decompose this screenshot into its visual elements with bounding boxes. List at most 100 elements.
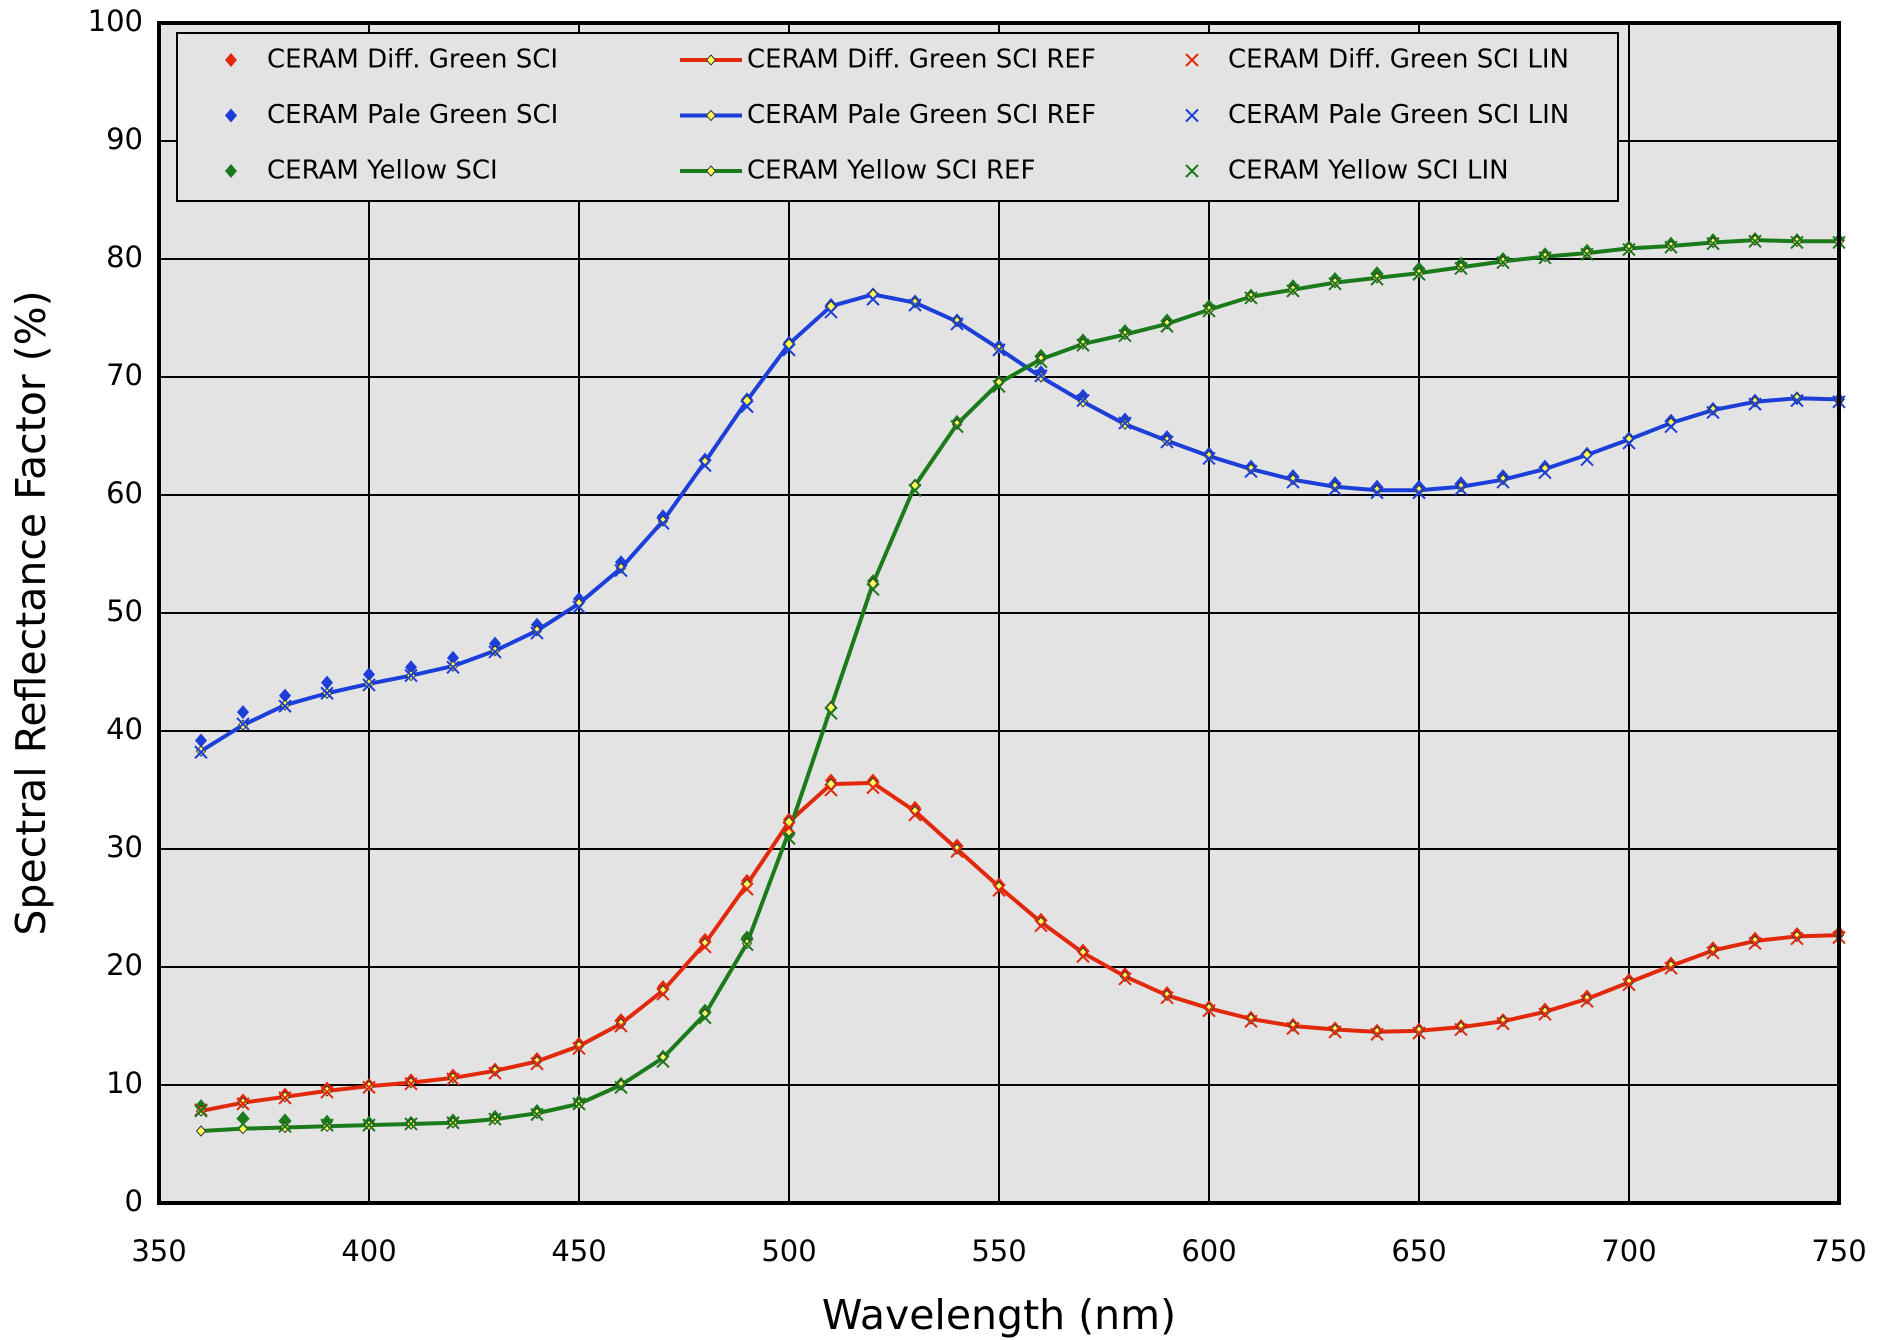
x-tick-label: 500 bbox=[761, 1234, 816, 1268]
x-tick-label: 700 bbox=[1601, 1234, 1656, 1268]
marker bbox=[236, 717, 250, 731]
marker bbox=[1706, 405, 1720, 420]
marker bbox=[698, 1011, 712, 1025]
legend-label: CERAM Yellow SCI REF bbox=[747, 156, 1035, 186]
plot-border bbox=[157, 21, 1841, 1205]
marker bbox=[1790, 393, 1804, 408]
marker bbox=[446, 660, 460, 674]
marker bbox=[824, 305, 838, 319]
marker bbox=[656, 516, 670, 531]
legend-marker bbox=[225, 53, 237, 67]
y-tick-label: 80 bbox=[106, 240, 143, 274]
marker bbox=[488, 645, 502, 659]
marker bbox=[698, 458, 712, 473]
marker bbox=[1790, 931, 1804, 946]
marker bbox=[866, 292, 880, 306]
legend-box bbox=[176, 32, 1619, 202]
y-tick-label: 20 bbox=[106, 948, 143, 982]
marker bbox=[866, 780, 880, 795]
marker bbox=[1076, 949, 1090, 964]
legend-label: CERAM Yellow SCI bbox=[267, 156, 498, 186]
marker bbox=[1538, 465, 1552, 480]
legend-label: CERAM Pale Green SCI bbox=[267, 100, 558, 130]
marker bbox=[404, 668, 418, 683]
marker bbox=[1286, 475, 1300, 489]
marker bbox=[1370, 485, 1384, 500]
marker bbox=[1412, 485, 1426, 500]
marker bbox=[656, 987, 670, 1001]
marker bbox=[363, 667, 375, 682]
marker bbox=[1664, 961, 1678, 975]
marker bbox=[1496, 255, 1510, 270]
marker bbox=[1706, 946, 1720, 960]
marker bbox=[1202, 304, 1216, 318]
marker bbox=[1454, 261, 1468, 276]
legend-marker bbox=[705, 165, 717, 177]
marker bbox=[1580, 994, 1594, 1008]
marker bbox=[1034, 354, 1048, 369]
y-tick-label: 60 bbox=[106, 476, 143, 510]
marker bbox=[195, 733, 207, 748]
y-tick-label: 70 bbox=[106, 358, 143, 392]
marker bbox=[362, 1080, 376, 1095]
marker bbox=[950, 419, 964, 434]
marker bbox=[1790, 235, 1804, 250]
marker bbox=[1580, 247, 1594, 261]
marker bbox=[278, 1091, 292, 1105]
marker bbox=[824, 706, 838, 721]
marker bbox=[446, 1072, 460, 1086]
marker bbox=[1412, 267, 1426, 282]
x-tick-label: 750 bbox=[1811, 1234, 1866, 1268]
y-tick-label: 90 bbox=[106, 122, 143, 156]
legend-label: CERAM Yellow SCI LIN bbox=[1228, 156, 1509, 186]
marker bbox=[1454, 1022, 1468, 1037]
marker bbox=[572, 1097, 586, 1111]
marker bbox=[1706, 236, 1720, 251]
marker bbox=[1202, 451, 1216, 466]
marker bbox=[698, 940, 712, 954]
marker bbox=[950, 317, 964, 331]
marker bbox=[1202, 1003, 1216, 1018]
marker bbox=[740, 937, 754, 952]
marker bbox=[1118, 416, 1132, 430]
marker bbox=[236, 1117, 250, 1131]
marker bbox=[572, 1041, 586, 1056]
x-tick-label: 450 bbox=[551, 1234, 606, 1268]
marker bbox=[362, 1118, 376, 1132]
series-line bbox=[200, 780, 1840, 1113]
marker bbox=[530, 1057, 544, 1071]
marker bbox=[950, 844, 964, 859]
marker bbox=[194, 1104, 208, 1118]
x-tick-label: 350 bbox=[131, 1234, 186, 1268]
marker bbox=[1580, 452, 1594, 467]
y-tick-label: 0 bbox=[125, 1184, 143, 1218]
legend-marker bbox=[705, 109, 717, 122]
marker bbox=[1160, 319, 1174, 333]
marker bbox=[1076, 338, 1090, 352]
marker bbox=[614, 1080, 628, 1095]
marker bbox=[489, 636, 501, 651]
marker bbox=[1244, 291, 1258, 305]
marker bbox=[740, 399, 754, 414]
legend-label: CERAM Diff. Green SCI bbox=[267, 45, 558, 75]
marker bbox=[446, 1116, 460, 1130]
marker bbox=[447, 650, 459, 665]
marker bbox=[866, 582, 880, 597]
marker bbox=[1076, 393, 1090, 408]
marker bbox=[908, 808, 922, 822]
marker bbox=[782, 831, 796, 846]
x-axis-title: Wavelength (nm) bbox=[822, 1291, 1176, 1339]
x-tick-label: 600 bbox=[1181, 1234, 1236, 1268]
marker bbox=[488, 1066, 502, 1080]
marker bbox=[782, 343, 796, 357]
marker bbox=[237, 705, 249, 720]
legend-label: CERAM Pale Green SCI LIN bbox=[1228, 100, 1569, 130]
marker bbox=[1244, 464, 1258, 479]
marker bbox=[404, 1077, 418, 1091]
marker bbox=[530, 1107, 544, 1122]
marker bbox=[404, 1117, 418, 1131]
y-tick-label: 100 bbox=[88, 4, 143, 38]
marker bbox=[782, 821, 796, 835]
marker bbox=[1622, 436, 1636, 450]
marker bbox=[614, 1019, 628, 1033]
